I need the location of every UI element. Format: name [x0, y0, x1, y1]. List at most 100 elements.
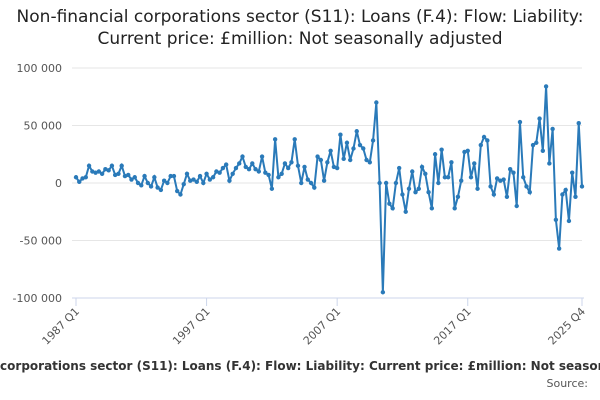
- data-point: [361, 146, 366, 151]
- data-point: [465, 148, 470, 153]
- data-point: [152, 175, 157, 180]
- data-point: [99, 171, 105, 176]
- data-point: [165, 180, 170, 186]
- data-point: [560, 192, 565, 197]
- x-tick-label: 2017 Q1: [431, 305, 474, 348]
- data-point: [547, 161, 552, 166]
- data-point: [96, 169, 102, 174]
- data-point: [530, 142, 536, 148]
- data-point: [106, 168, 111, 173]
- data-point: [289, 160, 294, 165]
- data-point: [517, 119, 523, 125]
- data-point: [181, 181, 186, 187]
- data-point: [77, 179, 82, 185]
- data-point: [334, 165, 340, 171]
- data-point: [413, 190, 418, 195]
- data-point: [403, 209, 408, 214]
- data-line: [75, 86, 583, 293]
- data-point: [553, 217, 559, 222]
- data-point: [292, 137, 297, 142]
- data-point: [240, 154, 245, 159]
- data-point: [445, 175, 451, 180]
- chart-title: Non-financial corporations sector (S11):…: [16, 7, 584, 49]
- data-point: [207, 177, 213, 182]
- data-point: [494, 176, 500, 181]
- data-point: [83, 175, 88, 180]
- data-point: [351, 146, 356, 151]
- data-point: [73, 175, 79, 180]
- data-point: [501, 177, 506, 182]
- data-point: [449, 160, 454, 165]
- data-point: [315, 154, 320, 159]
- data-point: [135, 180, 141, 186]
- data-point: [468, 175, 474, 180]
- source: Source:: [547, 377, 589, 390]
- data-point: [325, 160, 330, 165]
- data-point: [410, 169, 415, 174]
- data-point: [423, 171, 428, 176]
- data-point: [488, 184, 493, 189]
- data-point: [145, 180, 151, 186]
- data-point: [302, 164, 307, 170]
- data-point: [184, 171, 190, 176]
- data-point: [312, 185, 317, 190]
- data-point: [540, 148, 546, 153]
- data-point: [367, 160, 373, 165]
- data-point: [279, 171, 284, 176]
- data-point: [328, 148, 333, 153]
- data-point: [266, 172, 271, 178]
- data-point: [168, 173, 173, 179]
- data-point: [308, 180, 314, 186]
- y-tick-label: -50 000: [20, 235, 62, 248]
- data-point: [142, 173, 147, 179]
- data-point: [158, 187, 164, 193]
- data-point: [194, 179, 199, 185]
- data-point: [478, 142, 483, 148]
- data-point: [155, 185, 160, 190]
- x-tick-label: 2025 Q4: [546, 305, 589, 348]
- data-point: [171, 173, 177, 179]
- data-point: [429, 206, 435, 211]
- data-point: [348, 157, 353, 163]
- data-point: [436, 180, 441, 186]
- data-point: [341, 156, 346, 162]
- data-point: [511, 170, 516, 175]
- data-point: [272, 137, 278, 142]
- data-point: [566, 218, 572, 224]
- data-point: [383, 180, 389, 186]
- data-point: [426, 190, 431, 195]
- data-point: [481, 134, 487, 140]
- data-point: [504, 194, 510, 199]
- data-point: [514, 203, 519, 209]
- data-point: [550, 126, 555, 132]
- x-tick-label: 2007 Q1: [301, 305, 344, 348]
- data-point: [507, 167, 513, 172]
- data-point: [579, 184, 585, 189]
- data-point: [285, 165, 291, 171]
- data-point: [459, 178, 464, 183]
- data-point: [491, 192, 497, 197]
- data-point: [387, 201, 392, 206]
- data-point: [377, 180, 382, 186]
- x-tick-label: 1997 Q1: [170, 305, 213, 348]
- data-point: [390, 206, 395, 211]
- data-point: [439, 147, 444, 152]
- data-point: [485, 138, 490, 143]
- data-point: [338, 132, 343, 137]
- data-point: [259, 154, 265, 159]
- data-point: [243, 164, 248, 170]
- data-point: [370, 138, 376, 143]
- data-point: [269, 186, 275, 191]
- data-point: [321, 178, 327, 183]
- data-point: [282, 161, 288, 166]
- data-point: [563, 187, 568, 193]
- data-point: [191, 177, 196, 182]
- data-point: [416, 186, 421, 191]
- data-point: [318, 157, 324, 163]
- data-point: [86, 163, 92, 168]
- data-point: [472, 161, 477, 166]
- data-point: [246, 167, 252, 172]
- data-point: [556, 246, 562, 251]
- y-tick-label: -100 000: [13, 292, 62, 305]
